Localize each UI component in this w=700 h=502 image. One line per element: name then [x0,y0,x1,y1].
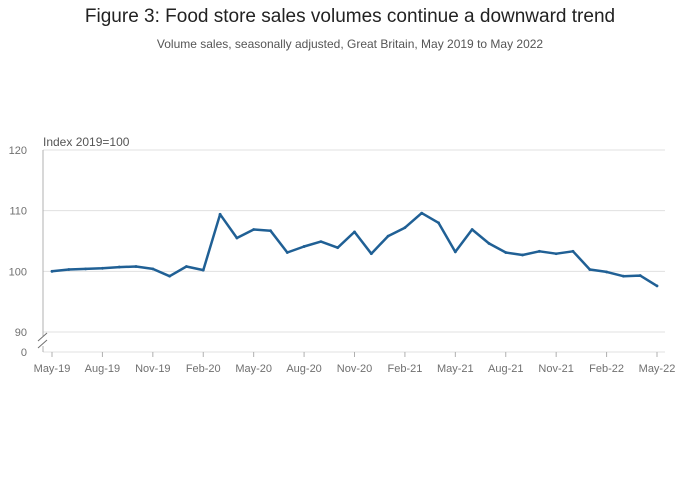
data-point [336,246,340,250]
x-tick-label: Nov-19 [135,363,170,375]
data-point [571,249,575,253]
chart-title: Figure 3: Food store sales volumes conti… [84,6,616,27]
x-tick-label: May-22 [639,363,676,375]
x-tick-label: Feb-22 [589,363,624,375]
data-point [201,268,205,272]
data-point [117,265,121,269]
y-tick-label: 120 [9,145,27,157]
data-point [84,267,88,271]
x-tick-label: Nov-21 [538,363,573,375]
x-tick-label: May-21 [437,363,474,375]
y-tick-label: 110 [9,206,27,218]
data-point [655,284,659,288]
data-point [588,268,592,271]
x-tick-label: Feb-21 [387,363,422,375]
data-point [134,265,138,268]
x-tick-label: Aug-21 [488,363,523,375]
data-point [487,242,491,245]
data-point [218,212,222,216]
data-point [420,211,424,215]
x-tick-label: Aug-20 [286,363,321,375]
data-point [101,266,104,270]
y-tick-label: 100 [9,266,27,278]
data-point [168,274,172,278]
data-point [353,230,356,234]
x-tick-label: Feb-20 [186,363,221,375]
y-tick-label: 90 [15,327,27,339]
data-point [235,236,239,240]
data-point [504,251,508,254]
data-point [185,265,188,268]
data-point [638,274,642,277]
data-point [151,267,155,271]
data-point [453,250,457,254]
data-point [554,252,558,256]
data-point [437,221,440,225]
data-point [386,234,390,238]
chart-subtitle: Volume sales, seasonally adjusted, Great… [156,37,544,51]
x-tick-label: May-20 [235,363,272,375]
y-axis-label: Index 2019=100 [43,135,130,149]
data-point [67,268,71,271]
data-point [369,252,373,256]
data-point [605,270,608,274]
data-point [252,228,256,231]
series-line-food-stores [50,211,659,288]
data-point [285,251,289,254]
x-tick-label: Nov-20 [337,363,372,375]
axis-break-mark [37,339,48,349]
data-point [302,245,306,248]
data-point [269,229,272,233]
data-point [537,249,541,253]
data-point [319,240,323,244]
axis-break-mark [37,332,48,342]
data-point [50,269,54,273]
data-point [621,274,625,278]
data-point [521,253,524,257]
data-point [470,228,474,231]
x-tick-label: Aug-19 [85,363,120,375]
data-point [403,226,407,230]
y-tick-label: 0 [21,347,27,359]
x-tick-label: May-19 [34,363,71,375]
